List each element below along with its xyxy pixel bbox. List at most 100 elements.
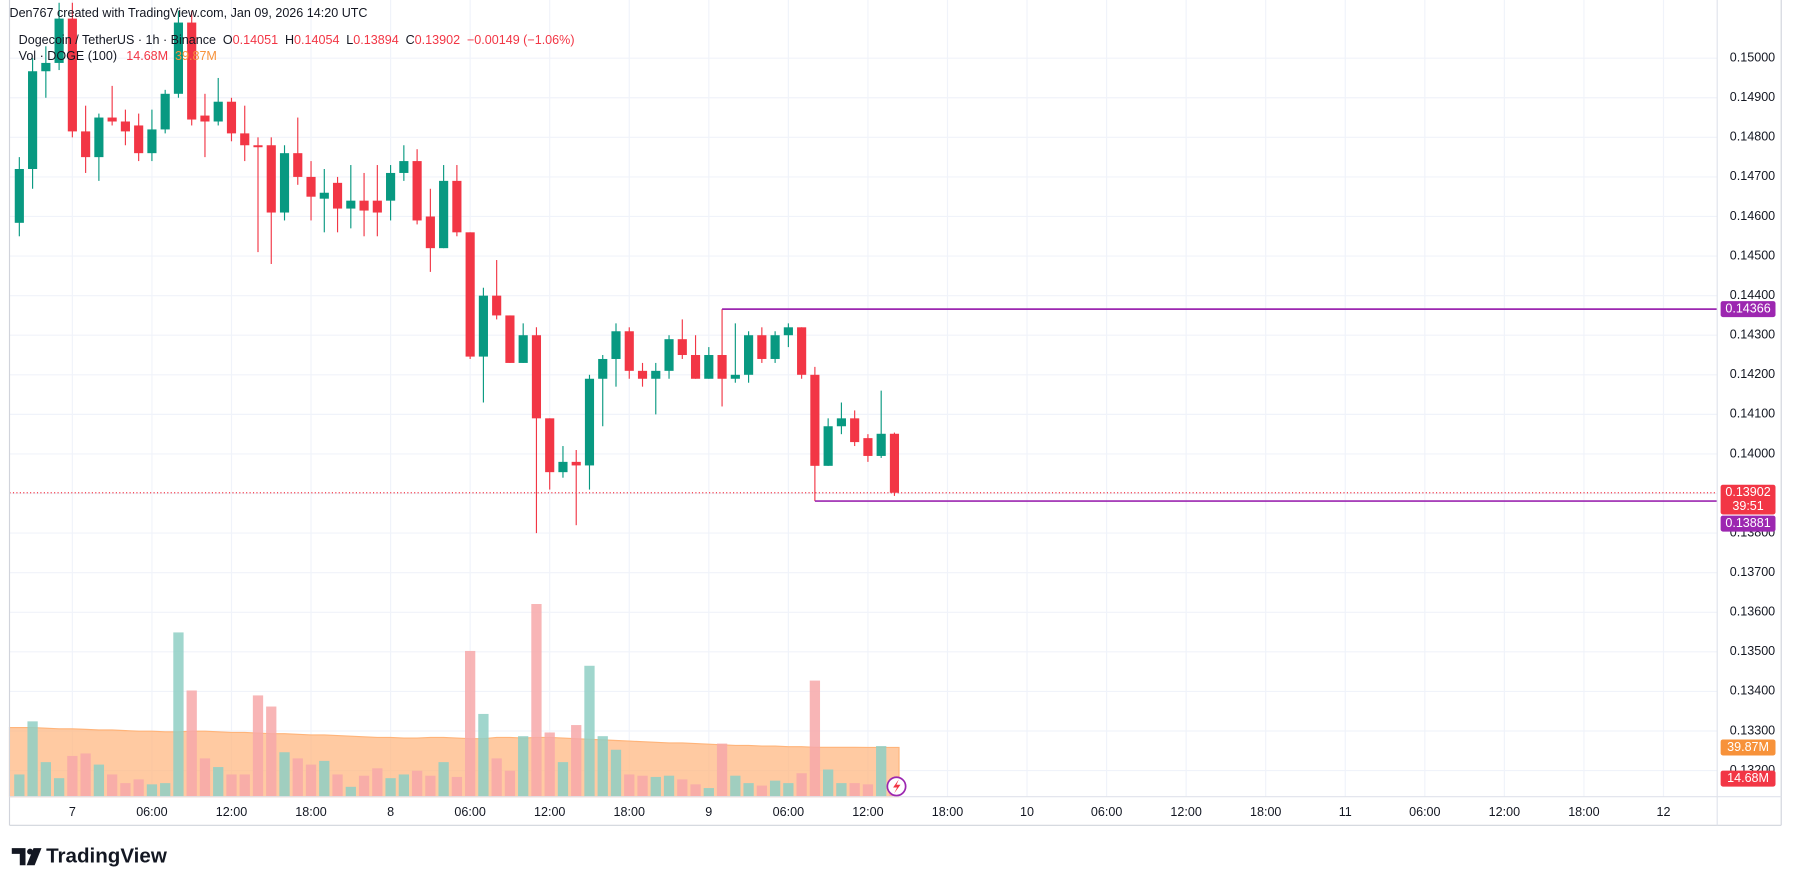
volume-bar: [703, 788, 714, 797]
candle-body: [359, 200, 369, 211]
x-tick-label: 12:00: [534, 805, 565, 819]
volume-bar: [796, 773, 807, 797]
x-tick-label: 12: [1656, 805, 1670, 819]
level-label: 0.13881: [1725, 516, 1770, 530]
volume-bar: [160, 783, 171, 797]
y-tick-label: 0.13500: [1730, 644, 1775, 658]
level-label-box: [1720, 301, 1776, 318]
candle-body: [266, 145, 276, 213]
volume-bar: [80, 753, 91, 797]
volume-ma-value: 39.87M: [175, 49, 217, 63]
change: −0.00149 (−1.06%): [467, 33, 575, 47]
x-tick-label: 18:00: [614, 805, 645, 819]
volume-bar: [584, 665, 595, 797]
level-label: 0.14366: [1725, 301, 1770, 315]
volume-value: 14.68M: [126, 49, 168, 63]
candle-body: [690, 355, 701, 379]
level-label-box: [1720, 515, 1776, 532]
candle-body: [187, 22, 197, 120]
candle-body: [744, 335, 754, 375]
candle-body: [399, 161, 409, 173]
ohlc-value: 0.14051: [233, 33, 278, 47]
volume-bar: [849, 783, 860, 797]
volume-bar: [769, 780, 781, 797]
volume-bar: [120, 783, 131, 797]
volume-bar: [67, 755, 78, 797]
volume-bar: [557, 762, 569, 797]
symbol: Dogecoin / TetherUS · 1h · Binance: [19, 33, 216, 47]
ohlc-key: H: [285, 33, 294, 47]
candle-body: [492, 295, 502, 316]
x-tick-label: 9: [705, 805, 712, 819]
candle-body: [810, 374, 820, 466]
volume-bar: [610, 749, 622, 797]
candle-body: [850, 418, 860, 443]
x-tick-label: 12:00: [1170, 805, 1201, 819]
candle-body: [425, 216, 435, 249]
y-tick-label: 0.14800: [1730, 130, 1775, 144]
y-tick-label: 0.14000: [1730, 446, 1775, 460]
candle-body: [651, 370, 661, 379]
volume-bar: [27, 721, 38, 797]
y-tick-label: 0.13600: [1730, 605, 1775, 619]
candle-body: [730, 374, 740, 379]
candle-body: [253, 145, 263, 148]
ohlc-key: O: [223, 33, 233, 47]
candle-body: [173, 22, 184, 94]
volume-bar: [571, 725, 582, 797]
y-tick-label: 0.14700: [1730, 169, 1775, 183]
candle-body: [611, 331, 621, 359]
candle-body: [134, 125, 144, 154]
y-tick-label: 0.14300: [1730, 328, 1775, 342]
candle-body: [160, 93, 170, 130]
overlays: [9, 308, 1718, 502]
volume-bar: [252, 695, 264, 797]
volume-bar: [398, 774, 409, 797]
volume-bar: [690, 784, 701, 797]
volume-bar: [743, 783, 754, 797]
candle-body: [518, 335, 528, 363]
candle-body: [584, 378, 595, 466]
candle-body: [704, 355, 714, 379]
alert-bolt: [893, 779, 901, 794]
volume-bar: [730, 775, 741, 797]
candle-body: [386, 172, 396, 201]
volume-bar: [53, 778, 65, 797]
y-tick-label: 0.14200: [1730, 367, 1775, 381]
candle-body: [452, 180, 462, 233]
volume-bar: [531, 604, 542, 797]
candle-body: [757, 335, 767, 359]
y-tick-label: 0.15000: [1730, 51, 1775, 65]
candle-body: [797, 327, 807, 375]
candle-body: [637, 370, 648, 379]
volume-bar: [425, 775, 436, 797]
x-tick-label: 18:00: [1250, 805, 1281, 819]
y-tick-label: 0.13400: [1730, 684, 1775, 698]
volume-bar: [199, 758, 211, 797]
x-tick-label: 06:00: [454, 805, 485, 819]
symbol-legend: Dogecoin / TetherUS · 1h · Binance O0.140…: [19, 33, 575, 47]
volume-bar: [411, 770, 423, 797]
volume-bar: [491, 758, 502, 797]
candle-body: [664, 339, 674, 371]
candle-body: [200, 115, 210, 122]
y-tick-label: 0.13300: [1730, 723, 1775, 737]
x-tick-label: 06:00: [1091, 805, 1122, 819]
volume-bar: [663, 775, 675, 797]
volume-bar: [332, 774, 343, 797]
volume-bar: [372, 768, 383, 797]
candle-body: [571, 461, 581, 466]
countdown: 39:51: [1732, 499, 1763, 513]
candle-body: [677, 339, 687, 356]
x-tick-label: 7: [69, 805, 76, 819]
x-tick-label: 06:00: [773, 805, 804, 819]
volume-bar: [597, 736, 608, 797]
candle-body: [213, 101, 223, 122]
candle-body: [624, 331, 634, 371]
volume-label: 14.68M: [1727, 771, 1769, 785]
volume-bar: [756, 785, 767, 797]
candle-body: [465, 232, 475, 357]
candle-body: [545, 418, 555, 473]
